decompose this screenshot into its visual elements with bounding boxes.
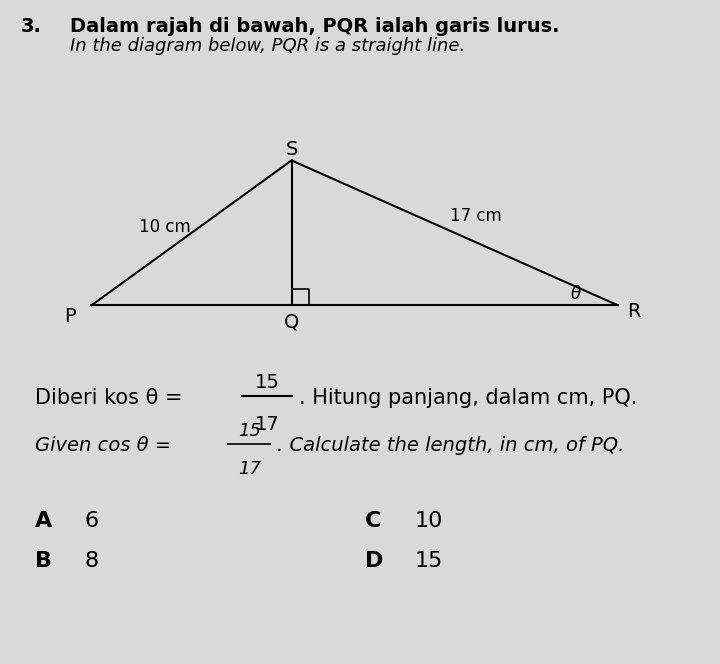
Text: R: R bbox=[627, 301, 641, 321]
Text: Given cos θ =: Given cos θ = bbox=[35, 436, 178, 455]
Text: A: A bbox=[35, 511, 53, 531]
Text: P: P bbox=[64, 307, 76, 326]
Text: In the diagram below, PQR is a straight line.: In the diagram below, PQR is a straight … bbox=[71, 37, 466, 54]
Text: 15: 15 bbox=[238, 422, 261, 440]
Text: Q: Q bbox=[284, 313, 300, 332]
Text: . Hitung panjang, dalam cm, PQ.: . Hitung panjang, dalam cm, PQ. bbox=[299, 388, 637, 408]
Text: 6: 6 bbox=[84, 511, 99, 531]
Text: 10: 10 bbox=[415, 511, 443, 531]
Text: 15: 15 bbox=[254, 373, 279, 392]
Text: 17: 17 bbox=[238, 460, 261, 478]
Text: . Calculate the length, in cm, of PQ.: . Calculate the length, in cm, of PQ. bbox=[277, 436, 625, 455]
Text: 10 cm: 10 cm bbox=[139, 218, 191, 236]
Text: S: S bbox=[285, 139, 297, 159]
Text: 17: 17 bbox=[255, 415, 279, 434]
Text: Dalam rajah di bawah, PQR ialah garis lurus.: Dalam rajah di bawah, PQR ialah garis lu… bbox=[71, 17, 559, 36]
Text: 17 cm: 17 cm bbox=[450, 207, 502, 225]
Text: D: D bbox=[365, 551, 384, 571]
Text: Diberi kos θ =: Diberi kos θ = bbox=[35, 388, 189, 408]
Text: 3.: 3. bbox=[21, 17, 42, 36]
Text: $\theta$: $\theta$ bbox=[570, 286, 582, 303]
Text: C: C bbox=[365, 511, 382, 531]
Text: 15: 15 bbox=[415, 551, 443, 571]
Text: B: B bbox=[35, 551, 52, 571]
Text: 8: 8 bbox=[84, 551, 99, 571]
